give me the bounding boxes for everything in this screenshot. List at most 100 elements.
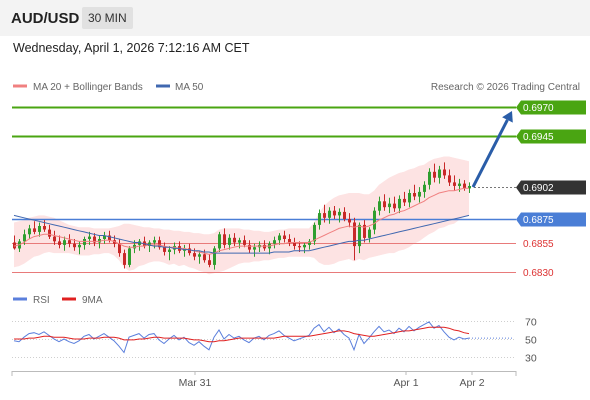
bullish-candle bbox=[378, 201, 381, 211]
bearish-candle bbox=[58, 241, 61, 245]
bearish-candle bbox=[383, 201, 386, 208]
bullish-candle bbox=[273, 240, 276, 244]
bearish-candle bbox=[363, 224, 366, 238]
bearish-candle bbox=[343, 211, 346, 219]
ma20-legend-swatch bbox=[13, 84, 27, 88]
bearish-candle bbox=[453, 182, 456, 186]
bearish-candle bbox=[348, 219, 351, 223]
bullish-candle bbox=[23, 234, 26, 242]
bearish-candle bbox=[93, 236, 96, 243]
price-level-tags: 0.6970 0.6945 0.6902 0.6875 0.6855 0.6830 bbox=[516, 100, 586, 279]
currency-pair-title: AUD/USD bbox=[11, 10, 80, 27]
bearish-candle bbox=[288, 239, 291, 243]
bearish-candle bbox=[283, 235, 286, 239]
bearish-candle bbox=[208, 260, 211, 265]
x-axis-label: Mar 31 bbox=[179, 377, 212, 389]
support-price-label: 0.6855 bbox=[523, 239, 554, 250]
bearish-candle bbox=[443, 169, 446, 176]
bearish-candle bbox=[53, 236, 56, 242]
bullish-candle bbox=[368, 229, 371, 238]
resistance-price-label: 0.6945 bbox=[523, 132, 554, 143]
bearish-candle bbox=[393, 203, 396, 209]
bearish-candle bbox=[68, 240, 71, 244]
bullish-candle bbox=[408, 193, 411, 203]
bullish-candle bbox=[238, 240, 241, 243]
rsi-ma-legend-swatch bbox=[62, 297, 76, 301]
rsi-line bbox=[13, 321, 470, 354]
chart-header: AUD/USD 30 MIN bbox=[0, 0, 590, 36]
bullish-candle bbox=[328, 210, 331, 218]
bullish-candle bbox=[228, 237, 231, 245]
bullish-candle bbox=[28, 228, 31, 235]
bearish-candle bbox=[73, 243, 76, 248]
rsi-legend-swatch bbox=[13, 297, 27, 301]
bullish-candle bbox=[78, 244, 81, 248]
moving-averages bbox=[13, 187, 470, 255]
bearish-candle bbox=[293, 242, 296, 246]
bearish-candle bbox=[403, 198, 406, 203]
bearish-candle bbox=[118, 243, 121, 254]
bullish-candle bbox=[318, 213, 321, 225]
bullish-candle bbox=[38, 226, 41, 232]
bearish-candle bbox=[333, 210, 336, 216]
bullish-candle bbox=[468, 186, 471, 189]
rsi-ma-line bbox=[14, 326, 470, 343]
bullish-candle bbox=[278, 235, 281, 241]
bullish-candle bbox=[418, 191, 421, 197]
bullish-candle bbox=[83, 239, 86, 245]
bullish-candle bbox=[153, 240, 156, 243]
resistance-price-tag bbox=[516, 100, 586, 115]
x-axis-label: Apr 1 bbox=[393, 377, 418, 389]
forecast-arrow-shaft bbox=[471, 119, 509, 188]
timestamp: Wednesday, April 1, 2026 7:12:16 AM CET bbox=[13, 41, 250, 55]
bullish-candle bbox=[148, 242, 151, 246]
bearish-candle bbox=[33, 228, 36, 232]
bearish-candle bbox=[123, 253, 126, 265]
ma50-legend-swatch bbox=[156, 84, 170, 88]
bullish-candle bbox=[338, 211, 341, 216]
bullish-candle bbox=[313, 224, 316, 242]
resistance-price-tag bbox=[516, 129, 586, 144]
ma20-line bbox=[13, 187, 469, 255]
bearish-candle bbox=[158, 240, 161, 248]
main-legend: MA 20 + Bollinger Bands MA 50 Research ©… bbox=[13, 82, 580, 93]
pivot-price-label: 0.6875 bbox=[523, 215, 554, 226]
bearish-candle bbox=[298, 246, 301, 248]
resistance-price-label: 0.6970 bbox=[523, 103, 554, 114]
bullish-candle bbox=[253, 247, 256, 250]
support-price-label: 0.6830 bbox=[523, 268, 554, 279]
bearish-candle bbox=[448, 175, 451, 183]
bullish-candle bbox=[138, 241, 141, 245]
bearish-candle bbox=[353, 222, 356, 247]
bullish-candle bbox=[428, 171, 431, 185]
ma20-legend-label: MA 20 + Bollinger Bands bbox=[33, 82, 143, 93]
bearish-candle bbox=[43, 226, 46, 230]
pivot-price-tag bbox=[516, 212, 586, 227]
bollinger-band-area bbox=[14, 156, 469, 275]
bullish-candle bbox=[438, 169, 441, 178]
bullish-candle bbox=[103, 235, 106, 239]
bullish-candle bbox=[173, 246, 176, 250]
bearish-candle bbox=[463, 183, 466, 189]
bullish-candle bbox=[423, 184, 426, 192]
bullish-candle bbox=[218, 234, 221, 249]
bearish-candle bbox=[223, 234, 226, 245]
forecast-arrow-head bbox=[502, 111, 513, 123]
bearish-candle bbox=[193, 253, 196, 257]
x-axis: Mar 31 Apr 1 Apr 2 bbox=[11, 371, 517, 389]
bullish-candle bbox=[128, 248, 131, 265]
research-credit: Research © 2026 Trading Central bbox=[431, 82, 580, 93]
bullish-candle bbox=[398, 198, 401, 209]
bearish-candle bbox=[48, 229, 51, 237]
bullish-candle bbox=[388, 203, 391, 208]
rsi-legend: RSI 9MA bbox=[13, 295, 103, 306]
rsi-tick-label: 70 bbox=[525, 317, 537, 329]
bearish-candle bbox=[108, 235, 111, 241]
bearish-candle bbox=[263, 244, 266, 249]
bearish-candle bbox=[188, 248, 191, 254]
timeframe-button[interactable]: 30 MIN bbox=[82, 7, 133, 29]
bearish-candle bbox=[323, 213, 326, 218]
bearish-candle bbox=[13, 242, 16, 249]
x-axis-label: Apr 2 bbox=[459, 377, 484, 389]
